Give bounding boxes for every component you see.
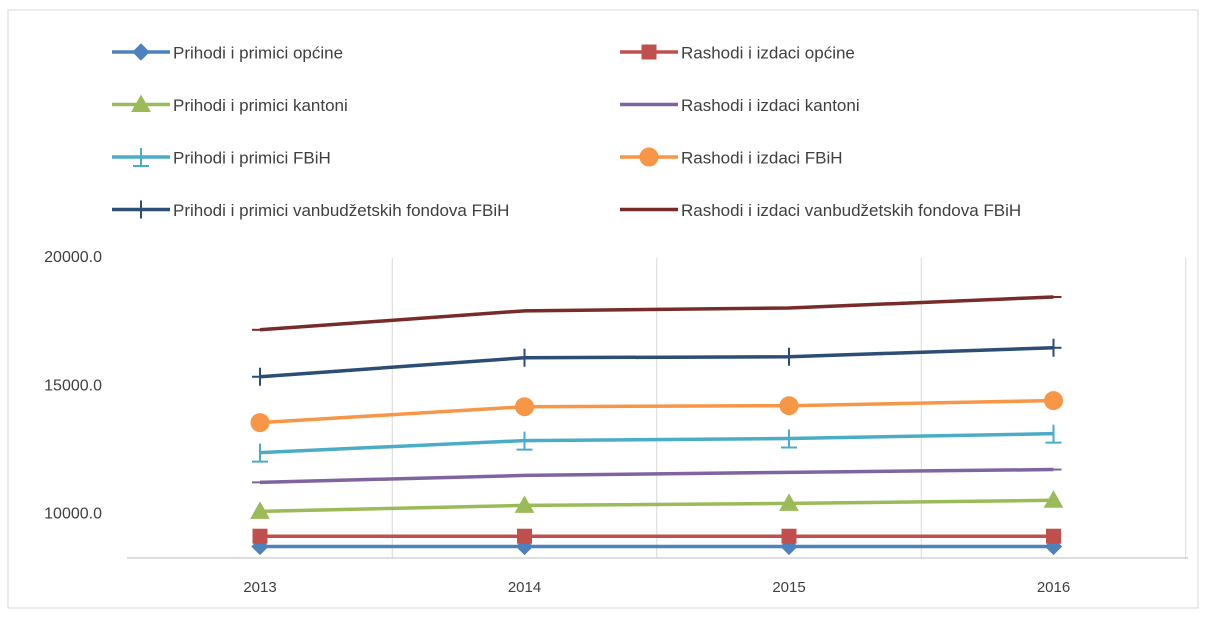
- marker: [133, 200, 149, 219]
- series-line: [259, 498, 1054, 514]
- legend-item: Rashodi i izdaci FBiH: [620, 147, 843, 167]
- legend-label: Prihodi i primici kantoni: [173, 96, 348, 115]
- y-tick-label: 20000.0: [44, 249, 102, 266]
- x-tick-label: 2014: [508, 579, 541, 596]
- legend-label: Rashodi i izdaci FBiH: [681, 148, 843, 167]
- legend-item: Prihodi i primici kantoni: [112, 94, 348, 115]
- marker: [250, 501, 270, 519]
- marker: [1043, 490, 1064, 508]
- marker: [252, 443, 268, 463]
- marker: [1046, 528, 1061, 544]
- marker: [779, 493, 799, 511]
- marker: [639, 147, 659, 167]
- y-tick-label: 15000.0: [44, 377, 102, 394]
- marker: [781, 429, 797, 449]
- series-line: [259, 295, 1054, 332]
- marker: [1045, 338, 1062, 357]
- marker: [514, 495, 535, 513]
- legend-item: Prihodi i primici FBiH: [112, 148, 331, 167]
- legend-label: Prihodi i primici FBiH: [173, 148, 331, 167]
- marker: [1044, 391, 1063, 411]
- marker: [131, 94, 151, 112]
- legend-label: Prihodi i primici vanbudžetskih fondova …: [173, 201, 509, 220]
- x-tick-label: 2016: [1037, 579, 1070, 596]
- y-tick-label: 10000.0: [44, 506, 102, 523]
- marker: [516, 348, 533, 367]
- legend-item: Rashodi i izdaci vanbudžetskih fondova F…: [620, 201, 1021, 220]
- marker: [781, 528, 797, 544]
- legend-item: Prihodi i primici vanbudžetskih fondova …: [112, 200, 509, 220]
- series-line: [259, 398, 1054, 425]
- x-tick-label: 2013: [243, 579, 276, 596]
- marker: [641, 44, 657, 60]
- legend-label: Prihodi i primici općine: [173, 43, 343, 62]
- legend-item: Rashodi i izdaci općine: [620, 43, 855, 62]
- marker: [516, 431, 533, 451]
- series-line: [259, 467, 1054, 485]
- marker: [133, 148, 149, 167]
- legend-label: Rashodi i izdaci kantoni: [681, 96, 860, 115]
- marker: [781, 347, 797, 366]
- series-line: [259, 431, 1054, 455]
- legend-item: Rashodi i izdaci kantoni: [620, 96, 860, 115]
- marker: [250, 413, 270, 433]
- legend-label: Rashodi i izdaci vanbudžetskih fondova F…: [681, 201, 1021, 220]
- marker: [779, 396, 799, 416]
- x-tick-label: 2015: [772, 579, 805, 596]
- series-line: [259, 345, 1054, 379]
- marker: [252, 367, 268, 386]
- marker: [252, 528, 268, 544]
- marker: [132, 43, 150, 61]
- legend-item: Prihodi i primici općine: [112, 43, 343, 62]
- marker: [517, 528, 532, 544]
- marker: [1045, 424, 1062, 444]
- legend-label: Rashodi i izdaci općine: [681, 43, 855, 62]
- marker: [515, 397, 534, 417]
